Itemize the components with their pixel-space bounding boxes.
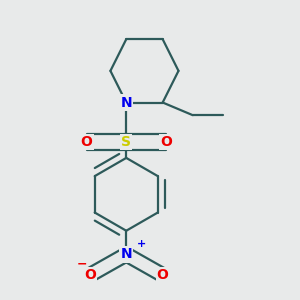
Text: O: O bbox=[157, 268, 169, 282]
Text: −: − bbox=[76, 257, 87, 270]
Text: O: O bbox=[81, 135, 93, 149]
Text: O: O bbox=[160, 135, 172, 149]
Text: N: N bbox=[120, 95, 132, 110]
Text: N: N bbox=[120, 248, 132, 262]
Text: O: O bbox=[84, 268, 96, 282]
Text: +: + bbox=[137, 238, 147, 249]
Text: S: S bbox=[121, 135, 131, 149]
